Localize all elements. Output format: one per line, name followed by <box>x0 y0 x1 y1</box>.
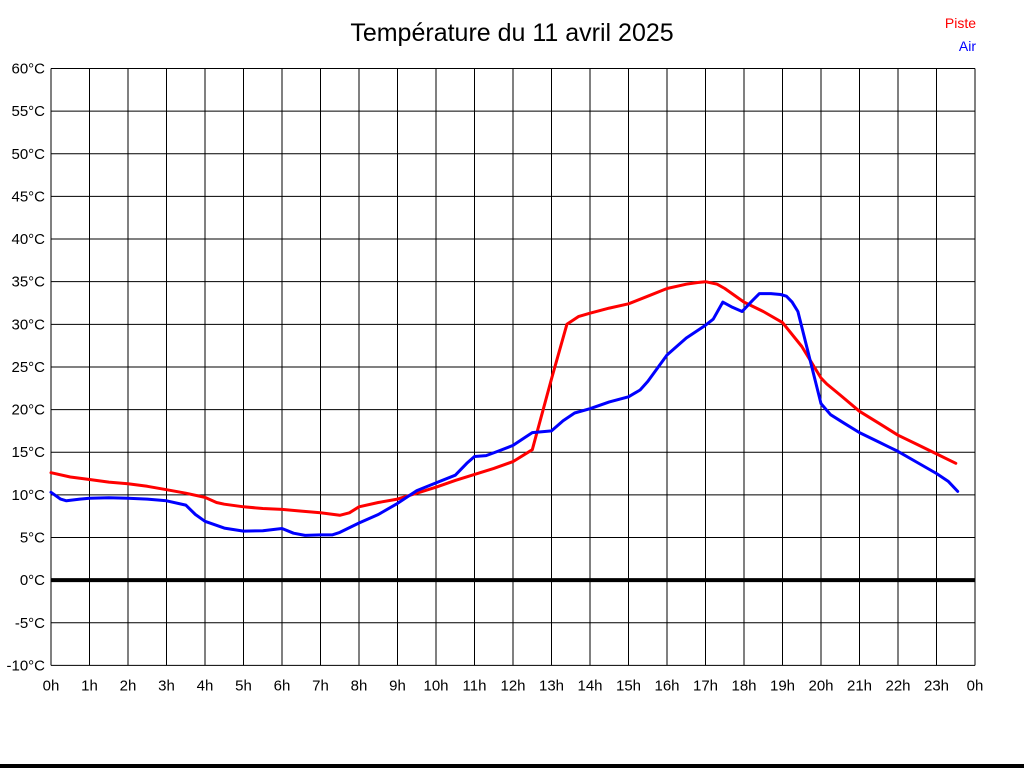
x-tick-label: 20h <box>808 677 833 694</box>
y-tick-label: -10°C <box>6 657 45 674</box>
x-tick-label: 7h <box>312 677 329 694</box>
y-tick-label: 55°C <box>11 103 45 120</box>
legend-item-piste: Piste <box>944 15 976 31</box>
x-tick-label: 3h <box>158 677 175 694</box>
x-tick-label: 2h <box>120 677 137 694</box>
x-tick-label: 16h <box>654 677 679 694</box>
y-tick-label: 40°C <box>11 231 45 248</box>
x-tick-label: 22h <box>885 677 910 694</box>
series-curves <box>49 280 960 537</box>
x-tick-label: 5h <box>235 677 252 694</box>
x-tick-label: 0h <box>43 677 60 694</box>
x-tick-label: 13h <box>539 677 564 694</box>
x-tick-label: 11h <box>463 677 487 694</box>
y-tick-label: 45°C <box>11 188 45 205</box>
piste-series-line <box>49 280 958 517</box>
chart-title: Température du 11 avril 2025 <box>350 19 674 47</box>
x-tick-label: 18h <box>731 677 756 694</box>
y-tick-label: 35°C <box>11 274 45 291</box>
legend-item-air: Air <box>958 38 976 54</box>
y-tick-label: 50°C <box>11 146 45 163</box>
legend: Piste Air <box>945 12 976 58</box>
x-tick-label: 17h <box>693 677 718 694</box>
y-tick-label: 5°C <box>20 529 45 546</box>
x-axis-tick-labels: 0h 1h 2h 3h 4h 5h 6h 7h 8h 9h 10h 11h 12h 13h 14h 15h 16… <box>43 677 984 694</box>
y-axis-tick-labels: 60°C 55°C 50°C 45°C 40°C 35°C 30°C 25°C 20°C 15°C… <box>6 61 45 675</box>
y-tick-label: 60°C <box>11 61 45 78</box>
x-tick-label: 15h <box>616 677 641 694</box>
x-tick-label: 6h <box>274 677 291 694</box>
air-series-line <box>49 292 960 537</box>
x-tick-label: 12h <box>500 677 525 694</box>
x-tick-label: 10h <box>423 677 448 694</box>
y-tick-label: 20°C <box>11 402 45 419</box>
x-tick-label: 23h <box>924 677 949 694</box>
y-tick-label: -5°C <box>15 615 45 632</box>
grid-lines <box>50 68 976 666</box>
y-tick-label: 10°C <box>11 487 45 504</box>
y-tick-label: 25°C <box>11 359 45 376</box>
bottom-edge-bar <box>0 764 1024 768</box>
x-tick-label: 14h <box>577 677 602 694</box>
y-tick-label: 15°C <box>11 444 45 461</box>
x-tick-label: 4h <box>197 677 214 694</box>
y-tick-label: 30°C <box>11 316 45 333</box>
x-tick-label: 1h <box>81 677 98 694</box>
x-tick-label: 9h <box>389 677 406 694</box>
x-tick-label: 19h <box>770 677 795 694</box>
y-tick-label: 0°C <box>20 572 45 589</box>
x-tick-label: 0h <box>967 677 984 694</box>
x-tick-label: 21h <box>847 677 872 694</box>
x-tick-label: 8h <box>351 677 368 694</box>
